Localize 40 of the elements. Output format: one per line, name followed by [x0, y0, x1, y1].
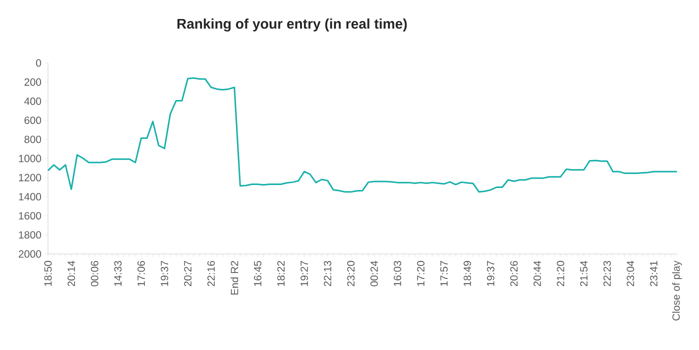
- y-tick-label: 1400: [19, 193, 42, 200]
- x-tick-label: 20:14: [68, 260, 76, 286]
- y-tick-label: 600: [24, 116, 42, 124]
- x-tick-label: 14:33: [114, 260, 122, 286]
- x-tick-label: 22:13: [324, 260, 332, 286]
- x-tick-label: 19:37: [160, 261, 168, 286]
- x-tick-label: 16:45: [254, 260, 262, 286]
- y-tick-label: 0: [36, 59, 42, 67]
- x-tick-label: 17:57: [440, 261, 448, 286]
- y-tick-label: 800: [24, 136, 42, 144]
- y-tick-label: 200: [24, 78, 42, 86]
- y-tick-label: 1200: [19, 174, 42, 182]
- y-tick-label: 2000: [18, 250, 42, 258]
- x-tick-label: 17:20: [417, 260, 424, 286]
- x-tick-label: 21:20: [556, 260, 564, 286]
- x-tick-label: 21:54: [580, 260, 588, 286]
- y-tick-label: 1600: [19, 212, 42, 220]
- y-tick-label: 1000: [19, 154, 42, 162]
- x-tick-label: End R2: [230, 261, 238, 295]
- x-tick-label: Close of play: [672, 260, 682, 320]
- y-tick-label: 400: [24, 98, 42, 105]
- x-tick-label: 20:27: [184, 261, 192, 286]
- x-tick-label: 19:27: [300, 261, 308, 286]
- x-tick-label: 22:23: [603, 260, 611, 286]
- x-tick-label: 23:04: [626, 260, 634, 286]
- x-tick-label: 23:20: [347, 260, 355, 286]
- x-tick-label: 22:16: [207, 260, 215, 286]
- x-tick-label: 17:06: [137, 260, 145, 286]
- y-tick-label: 1800: [19, 231, 42, 239]
- x-tick-label: 18:50: [44, 260, 52, 286]
- x-tick-label: 19:37: [486, 261, 494, 286]
- x-tick-label: 23:41: [650, 261, 658, 286]
- x-tick-label: 20:26: [510, 260, 518, 286]
- x-tick-label: 16:03: [394, 260, 402, 286]
- x-tick-label: 18:49: [464, 261, 472, 286]
- chart-title: Ranking of your entry (in real time): [177, 18, 407, 32]
- x-tick-label: 00:06: [90, 260, 98, 286]
- x-tick-label: 20:44: [534, 260, 541, 286]
- x-tick-label: 00:24: [370, 260, 378, 286]
- x-tick-label: 18:22: [277, 261, 285, 286]
